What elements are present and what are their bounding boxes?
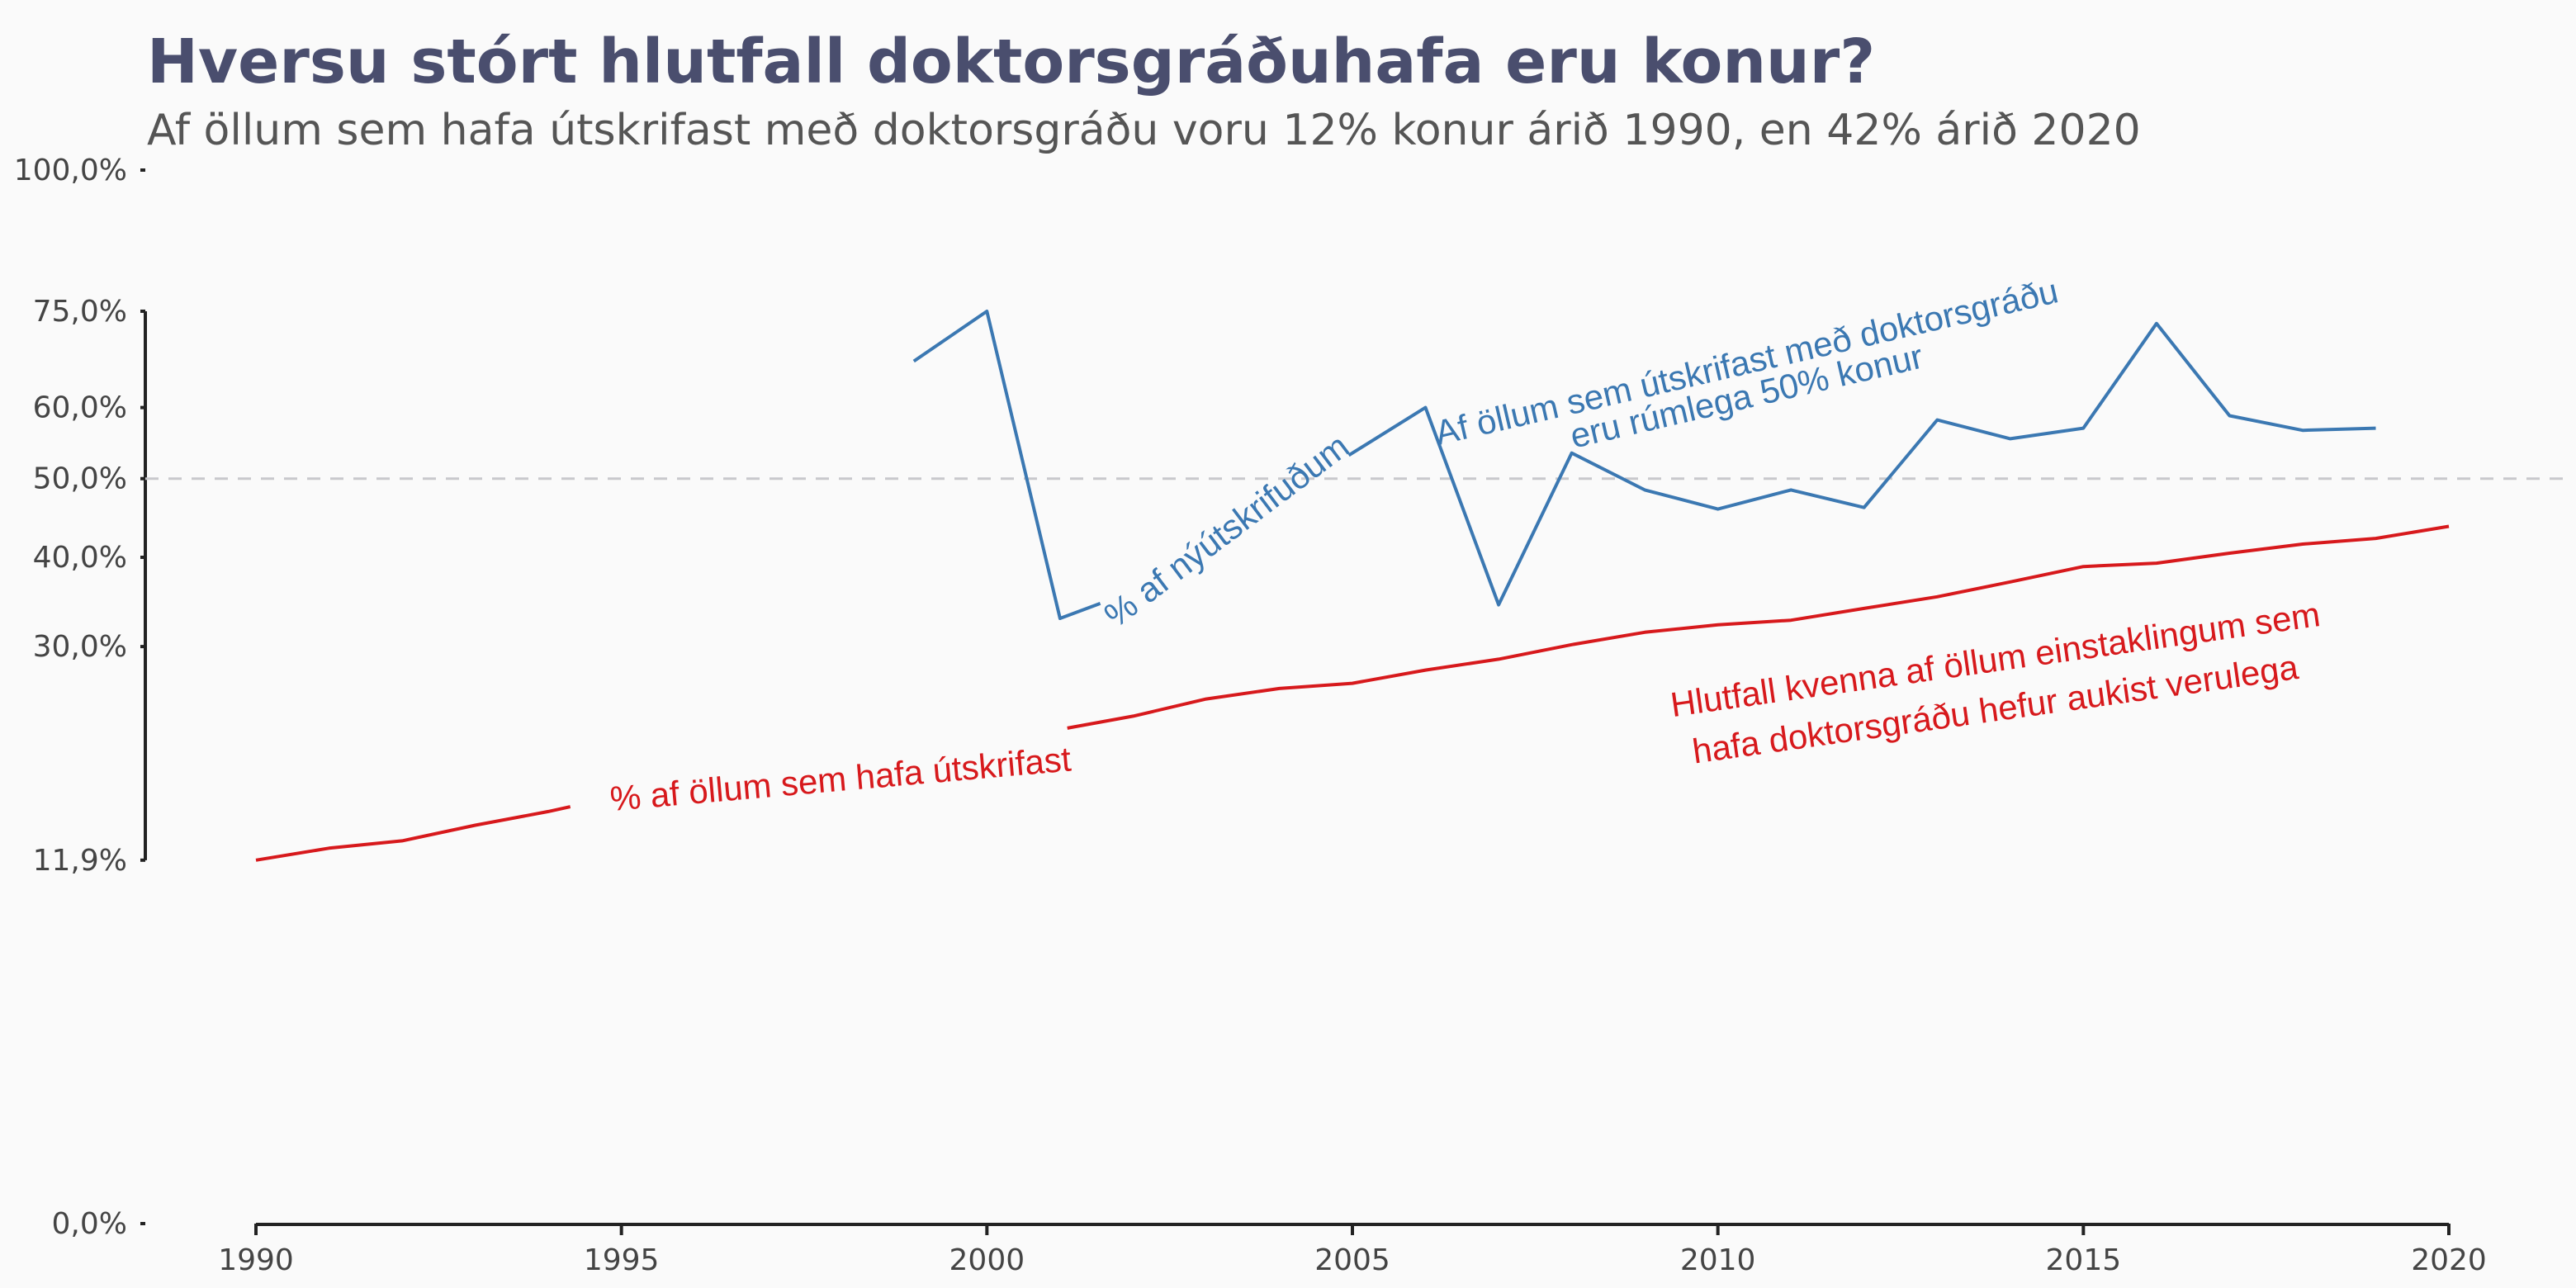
annotation-label: % af nýútskrifuðum: [1097, 426, 1357, 634]
series-line-segment: [1347, 321, 2376, 607]
x-tick-label: 2000: [949, 1243, 1025, 1277]
series-line-segment: [912, 310, 1101, 620]
annotation-label: Af öllum sem útskrifast með doktorsgráðu: [1432, 271, 2062, 452]
y-tick-label: 11,9%: [33, 844, 127, 878]
y-tick-label: 50,0%: [33, 462, 127, 496]
chart-axes: 0,0% 11,9% 30,0% 40,0% 50,0% 60,0% 75,0% 100,0%…: [14, 154, 2487, 1277]
x-tick-label: 2010: [1680, 1243, 1756, 1277]
chart-title: Hversu stórt hlutfall doktorsgráðuhafa e…: [147, 26, 1876, 97]
series-line-segment: [255, 805, 571, 862]
x-tick-label: 2020: [2411, 1243, 2487, 1277]
series-group: [255, 310, 2450, 862]
y-tick-label: 75,0%: [33, 295, 127, 329]
annotation-label: % af öllum sem hafa útskrifast: [608, 739, 1073, 818]
y-tick-label: 0,0%: [52, 1207, 127, 1241]
y-tick-label: 60,0%: [33, 391, 127, 425]
y-tick-label: 40,0%: [33, 541, 127, 575]
annotations-group: % af nýútskrifuðum Af öllum sem útskrifas…: [608, 271, 2323, 818]
x-tick-label: 1995: [584, 1243, 660, 1277]
y-tick-label: 100,0%: [14, 154, 127, 187]
x-tick-label: 2015: [2046, 1243, 2122, 1277]
x-tick-label: 2005: [1314, 1243, 1390, 1277]
chart-subtitle: Af öllum sem hafa útskrifast með doktors…: [147, 106, 2141, 155]
x-tick-label: 1990: [218, 1243, 294, 1277]
series-line-segment: [1067, 524, 2450, 730]
y-tick-label: 30,0%: [33, 630, 127, 664]
